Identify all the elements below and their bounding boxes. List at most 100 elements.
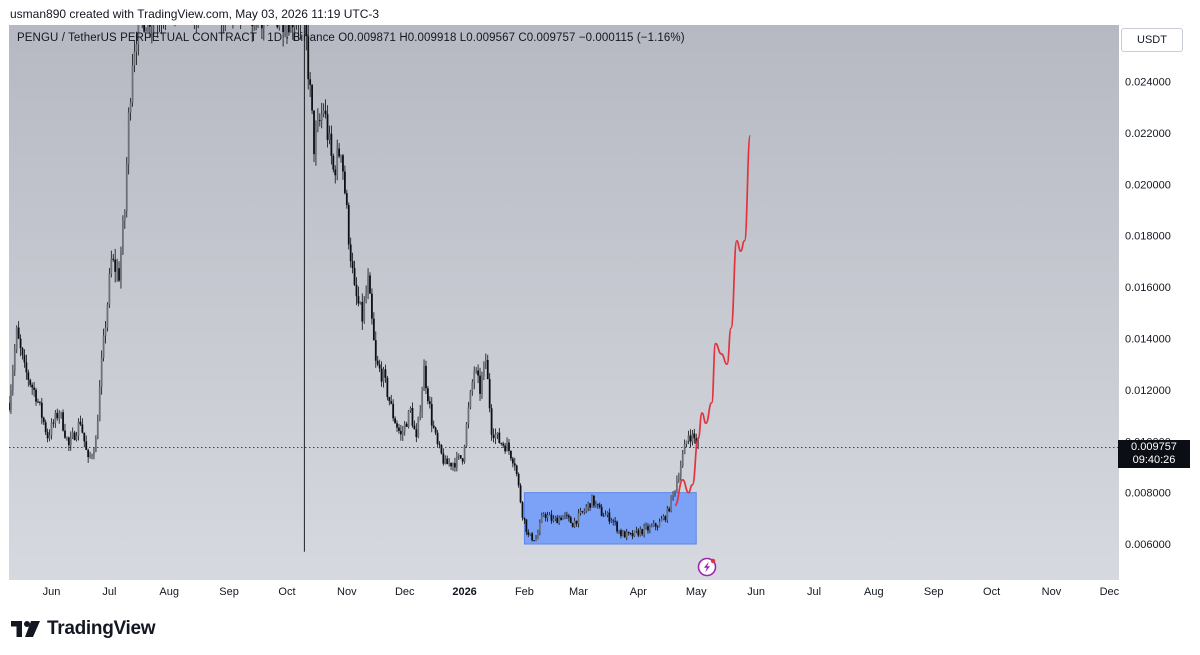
candle — [62, 409, 64, 432]
candle — [645, 522, 647, 530]
candle — [318, 113, 321, 127]
candle — [386, 375, 389, 401]
candle — [93, 447, 95, 460]
candle — [679, 460, 682, 481]
candle — [380, 361, 383, 387]
candle — [542, 512, 545, 517]
candle — [320, 102, 323, 129]
projection-path[interactable] — [674, 134, 752, 507]
candle — [469, 389, 472, 410]
candle — [296, 25, 298, 30]
candle — [689, 429, 692, 448]
candle — [683, 439, 686, 455]
candle — [519, 483, 522, 504]
symbol-legend: PENGU / TetherUS PERPETUAL CONTRACT · 1D… — [17, 32, 685, 44]
candle — [135, 31, 138, 65]
candle — [672, 491, 674, 501]
candle — [637, 528, 640, 538]
candle — [687, 430, 690, 445]
candle — [322, 103, 325, 118]
candle — [69, 431, 72, 451]
candle — [606, 511, 609, 518]
candle — [668, 506, 671, 513]
candle — [490, 404, 493, 441]
candle — [48, 429, 51, 442]
candle — [54, 410, 57, 428]
candle — [691, 430, 694, 446]
candle — [363, 296, 366, 324]
candle — [149, 25, 151, 39]
candle — [316, 108, 319, 133]
price-tick-label: 0.016000 — [1125, 282, 1171, 294]
price-tick-label: 0.014000 — [1125, 333, 1171, 345]
time-tick-label: Jun — [43, 586, 61, 598]
candle — [288, 25, 290, 36]
candle — [150, 25, 153, 44]
candle — [529, 533, 532, 536]
candle — [345, 189, 348, 209]
candle — [351, 252, 354, 274]
candle — [21, 347, 24, 360]
time-tick-label: Sep — [219, 586, 239, 598]
candle — [157, 25, 159, 38]
candle — [220, 25, 222, 34]
candle — [75, 431, 78, 442]
candle — [484, 353, 487, 370]
legend-symbol: PENGU / TetherUS PERPETUAL CONTRACT · 1D… — [17, 32, 335, 44]
candle — [120, 246, 122, 289]
last-price-value: 0.009757 — [1131, 441, 1177, 454]
candle — [454, 457, 456, 472]
candle — [278, 25, 281, 31]
candle — [513, 457, 516, 471]
candle — [535, 534, 537, 542]
candle — [627, 531, 630, 536]
candle — [357, 286, 360, 307]
candle — [427, 386, 429, 405]
candle — [434, 426, 437, 436]
tradingview-footer: TradingView — [11, 618, 156, 640]
candle — [631, 530, 634, 540]
price-chart[interactable]: 0.0060000.0080000.0100000.0120000.014000… — [9, 25, 1191, 603]
candle — [44, 419, 47, 435]
candle — [479, 367, 481, 401]
candle — [83, 432, 86, 448]
time-tick-label: Dec — [1100, 586, 1120, 598]
candle — [145, 27, 147, 32]
candle — [137, 25, 140, 56]
candle — [405, 421, 408, 428]
chart-frame: 0.0060000.0080000.0100000.0120000.014000… — [9, 25, 1191, 603]
candle — [579, 507, 582, 516]
currency-unit-button[interactable]: USDT — [1121, 28, 1183, 52]
candle — [89, 451, 91, 459]
candle — [355, 277, 358, 306]
candle — [23, 349, 26, 368]
candle — [639, 526, 642, 537]
time-tick-label: Sep — [924, 586, 944, 598]
candle — [378, 359, 381, 373]
candle — [446, 455, 449, 465]
candle — [670, 495, 673, 513]
candle — [573, 517, 576, 528]
candle — [423, 359, 425, 391]
price-tick-label: 0.024000 — [1125, 77, 1171, 89]
candle — [594, 500, 597, 508]
candle — [674, 489, 676, 497]
candle — [473, 366, 476, 390]
candle — [567, 513, 570, 522]
candle — [10, 384, 12, 414]
candle — [425, 360, 427, 395]
candle — [438, 441, 441, 449]
candle — [50, 418, 53, 440]
candle — [289, 25, 292, 33]
time-axis-background — [9, 580, 1191, 603]
candle — [647, 523, 649, 534]
candle — [251, 25, 254, 42]
candle — [286, 25, 288, 45]
candle — [610, 517, 613, 524]
candle — [161, 25, 162, 35]
candle — [71, 427, 74, 439]
candle — [450, 462, 452, 470]
candle — [654, 522, 657, 531]
candle — [110, 250, 113, 278]
lightning-icon[interactable] — [697, 557, 717, 577]
